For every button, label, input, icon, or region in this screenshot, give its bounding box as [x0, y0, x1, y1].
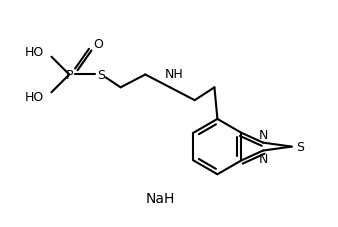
Text: N: N [258, 129, 268, 142]
Text: S: S [296, 141, 304, 153]
Text: P: P [66, 69, 73, 82]
Text: NaH: NaH [145, 191, 175, 205]
Text: HO: HO [24, 46, 44, 59]
Text: HO: HO [24, 90, 44, 103]
Text: N: N [258, 152, 268, 165]
Text: O: O [93, 38, 103, 51]
Text: NH: NH [165, 68, 183, 81]
Text: S: S [97, 69, 105, 82]
